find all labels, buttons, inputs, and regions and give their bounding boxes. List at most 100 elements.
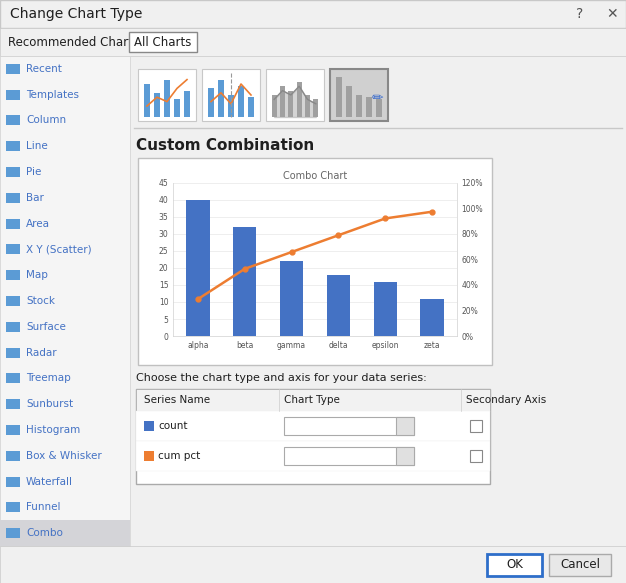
Bar <box>376 99 382 117</box>
Text: Map: Map <box>26 270 48 280</box>
Text: Clustered Column: Clustered Column <box>289 421 376 431</box>
FancyBboxPatch shape <box>136 389 490 484</box>
Text: Surface: Surface <box>26 322 66 332</box>
Text: Area: Area <box>26 219 50 229</box>
FancyBboxPatch shape <box>470 450 482 462</box>
Bar <box>248 97 254 117</box>
Text: OK: OK <box>506 559 523 571</box>
Bar <box>374 282 397 336</box>
FancyBboxPatch shape <box>144 451 154 461</box>
Text: Combo: Combo <box>26 528 63 538</box>
FancyBboxPatch shape <box>0 0 626 28</box>
FancyBboxPatch shape <box>396 447 414 465</box>
Text: Line: Line <box>26 141 48 151</box>
FancyBboxPatch shape <box>0 546 626 583</box>
FancyBboxPatch shape <box>144 421 154 431</box>
FancyBboxPatch shape <box>202 69 260 121</box>
FancyBboxPatch shape <box>136 411 490 441</box>
FancyBboxPatch shape <box>136 389 490 411</box>
FancyBboxPatch shape <box>6 270 20 280</box>
FancyBboxPatch shape <box>284 417 414 435</box>
Bar <box>208 89 214 117</box>
Bar <box>366 97 372 117</box>
FancyBboxPatch shape <box>6 193 20 203</box>
FancyBboxPatch shape <box>138 158 492 365</box>
Text: Column: Column <box>26 115 66 125</box>
Bar <box>272 95 277 117</box>
Text: ▾: ▾ <box>403 451 408 461</box>
Bar <box>305 95 310 117</box>
FancyBboxPatch shape <box>6 167 20 177</box>
Text: Choose the chart type and axis for your data series:: Choose the chart type and axis for your … <box>136 373 427 383</box>
FancyBboxPatch shape <box>396 417 414 435</box>
Bar <box>420 298 444 336</box>
Text: ▾: ▾ <box>403 421 408 431</box>
FancyBboxPatch shape <box>6 141 20 151</box>
Bar <box>288 90 294 117</box>
Text: Waterfall: Waterfall <box>26 476 73 487</box>
Bar <box>164 80 170 117</box>
Bar <box>184 90 190 117</box>
Bar <box>174 99 180 117</box>
FancyBboxPatch shape <box>6 503 20 512</box>
FancyBboxPatch shape <box>0 520 130 546</box>
Bar <box>238 86 244 117</box>
Text: Change Chart Type: Change Chart Type <box>10 7 142 21</box>
Text: Templates: Templates <box>26 90 79 100</box>
Bar <box>154 93 160 117</box>
Text: Recommended Charts: Recommended Charts <box>8 36 139 48</box>
Title: Combo Chart: Combo Chart <box>283 171 347 181</box>
Text: Sunburst: Sunburst <box>26 399 73 409</box>
Bar <box>336 78 342 117</box>
FancyBboxPatch shape <box>138 69 196 121</box>
FancyBboxPatch shape <box>6 219 20 229</box>
Text: ✓: ✓ <box>471 451 481 461</box>
FancyBboxPatch shape <box>6 476 20 487</box>
Text: Stock: Stock <box>26 296 55 306</box>
Text: Histogram: Histogram <box>26 425 80 435</box>
Bar <box>144 84 150 117</box>
Bar <box>280 261 304 336</box>
FancyBboxPatch shape <box>6 528 20 538</box>
FancyBboxPatch shape <box>129 32 197 52</box>
Text: Bar: Bar <box>26 193 44 203</box>
Text: count: count <box>158 421 188 431</box>
Bar <box>297 82 302 117</box>
Bar <box>280 86 285 117</box>
FancyBboxPatch shape <box>284 447 414 465</box>
Text: ?: ? <box>577 7 583 21</box>
FancyBboxPatch shape <box>6 296 20 306</box>
FancyBboxPatch shape <box>6 244 20 254</box>
FancyBboxPatch shape <box>6 399 20 409</box>
Bar <box>346 86 352 117</box>
FancyBboxPatch shape <box>6 425 20 435</box>
Text: Pie: Pie <box>26 167 41 177</box>
FancyBboxPatch shape <box>0 28 626 56</box>
Bar <box>228 95 234 117</box>
Text: Radar: Radar <box>26 347 56 357</box>
FancyBboxPatch shape <box>487 554 542 576</box>
FancyBboxPatch shape <box>136 441 490 471</box>
FancyBboxPatch shape <box>266 69 324 121</box>
FancyBboxPatch shape <box>470 420 482 432</box>
FancyBboxPatch shape <box>6 347 20 357</box>
Text: Chart Type: Chart Type <box>284 395 340 405</box>
Text: Funnel: Funnel <box>26 503 61 512</box>
Text: Box & Whisker: Box & Whisker <box>26 451 102 461</box>
Bar <box>356 95 362 117</box>
FancyBboxPatch shape <box>6 322 20 332</box>
Bar <box>187 200 210 336</box>
Text: ✏: ✏ <box>372 91 384 105</box>
Text: Line with Markers: Line with Markers <box>289 451 376 461</box>
FancyBboxPatch shape <box>6 451 20 461</box>
FancyBboxPatch shape <box>6 373 20 384</box>
FancyBboxPatch shape <box>549 554 611 576</box>
FancyBboxPatch shape <box>6 64 20 74</box>
Bar <box>233 227 257 336</box>
FancyBboxPatch shape <box>330 69 388 121</box>
Bar <box>327 275 350 336</box>
Bar <box>218 80 224 117</box>
Text: cum pct: cum pct <box>158 451 200 461</box>
Bar <box>313 99 319 117</box>
Text: Secondary Axis: Secondary Axis <box>466 395 546 405</box>
